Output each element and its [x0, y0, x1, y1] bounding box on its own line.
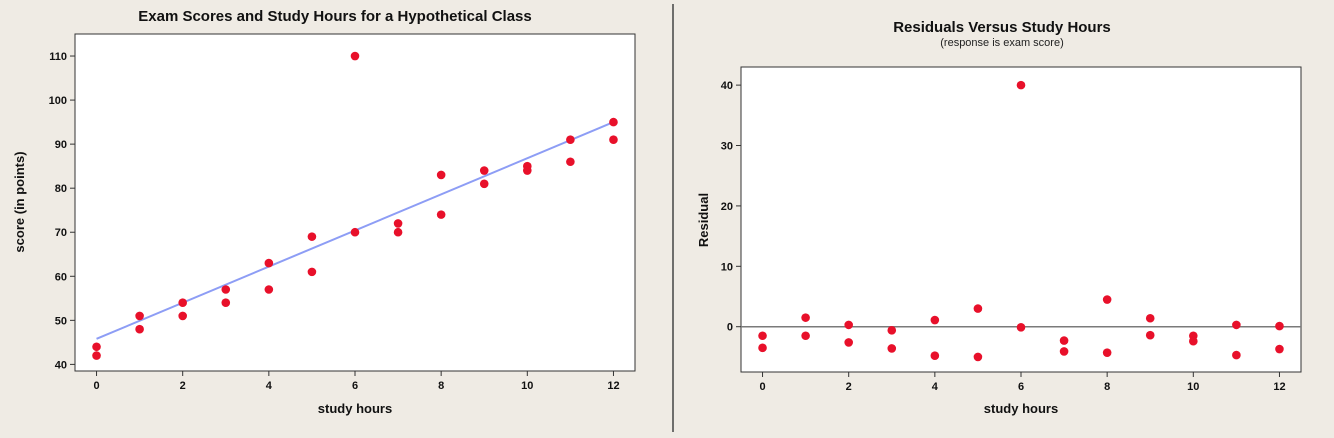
- data-point: [1016, 80, 1026, 90]
- y-tick-label: 0: [727, 322, 733, 334]
- x-axis: 0 2 4 6 8 10 12: [93, 371, 620, 392]
- plot-area: [740, 66, 1302, 373]
- x-tick-label: 0: [759, 381, 765, 393]
- data-points: [758, 80, 1284, 362]
- x-tick-label: 6: [352, 380, 358, 392]
- data-point: [436, 170, 446, 180]
- data-point: [350, 51, 360, 61]
- x-tick-label: 6: [1018, 381, 1024, 393]
- data-points: [92, 51, 618, 360]
- x-tick-label: 10: [521, 380, 533, 392]
- chart-title: Residuals Versus Study Hours: [893, 19, 1111, 36]
- chart-title: Exam Scores and Study Hours for a Hypoth…: [138, 8, 531, 25]
- y-tick-label: 90: [55, 139, 67, 151]
- data-point: [1275, 321, 1284, 331]
- data-point: [178, 298, 187, 308]
- data-point: [844, 338, 853, 347]
- data-point: [930, 351, 940, 360]
- y-tick-label: 80: [55, 183, 67, 195]
- data-point: [135, 324, 144, 334]
- x-tick-label: 8: [1104, 381, 1110, 393]
- y-tick-label: 50: [55, 315, 67, 327]
- x-tick-label: 2: [180, 380, 186, 392]
- y-tick-label: 30: [721, 141, 733, 153]
- data-point: [221, 285, 231, 294]
- data-point: [307, 232, 317, 241]
- data-point: [92, 351, 101, 360]
- y-tick-label: 110: [49, 51, 67, 63]
- data-point: [930, 315, 940, 325]
- data-point: [566, 157, 575, 167]
- data-point: [1102, 295, 1112, 304]
- data-point: [609, 135, 618, 145]
- data-point: [973, 352, 983, 362]
- x-tick-label: 0: [93, 380, 99, 392]
- x-axis-label: study hours: [984, 401, 1058, 416]
- y-tick-label: 20: [721, 201, 733, 213]
- x-axis: 0 2 4 6 8 10 12: [759, 372, 1286, 393]
- y-tick-label: 40: [721, 80, 733, 92]
- residuals-chart: Residuals Versus Study Hours (response i…: [696, 19, 1302, 416]
- x-tick-label: 4: [932, 381, 939, 393]
- data-point: [393, 219, 403, 228]
- data-point: [479, 179, 489, 189]
- data-point: [566, 135, 575, 145]
- data-point: [221, 298, 231, 308]
- data-point: [887, 326, 897, 335]
- data-point: [135, 311, 144, 321]
- data-point: [973, 304, 983, 313]
- data-point: [758, 331, 767, 341]
- data-point: [1232, 350, 1241, 360]
- x-tick-label: 12: [607, 380, 619, 392]
- y-tick-label: 70: [55, 227, 67, 239]
- data-point: [1189, 336, 1198, 346]
- exam-scores-chart: Exam Scores and Study Hours for a Hypoth…: [12, 8, 636, 416]
- data-point: [436, 210, 446, 219]
- data-point: [758, 343, 767, 353]
- data-point: [609, 117, 618, 127]
- data-point: [350, 227, 360, 237]
- data-point: [92, 342, 101, 352]
- data-point: [1275, 344, 1284, 354]
- data-point: [801, 331, 810, 341]
- data-point: [1016, 323, 1026, 332]
- plot-area: [74, 33, 636, 372]
- y-axis-label: Residual: [696, 193, 711, 247]
- x-tick-label: 2: [846, 381, 852, 393]
- x-tick-label: 4: [266, 380, 273, 392]
- y-axis: 40 50 60 70 80 90 100 110: [49, 51, 75, 371]
- chart-subtitle: (response is exam score): [940, 37, 1064, 49]
- data-point: [178, 311, 187, 321]
- y-tick-label: 60: [55, 271, 67, 283]
- data-point: [887, 344, 897, 353]
- data-point: [264, 258, 274, 268]
- x-axis-label: study hours: [318, 401, 392, 416]
- data-point: [479, 166, 489, 175]
- data-point: [523, 161, 532, 171]
- data-point: [801, 313, 810, 322]
- y-tick-label: 40: [55, 359, 67, 371]
- y-axis-label: score (in points): [12, 151, 27, 252]
- data-point: [844, 320, 853, 330]
- y-tick-label: 10: [721, 261, 733, 273]
- y-axis: 0 10 20 30 40: [721, 80, 741, 334]
- data-point: [1102, 348, 1112, 357]
- data-point: [1145, 313, 1155, 323]
- data-point: [1232, 320, 1241, 330]
- data-point: [1059, 347, 1069, 356]
- x-tick-label: 12: [1273, 381, 1285, 393]
- data-point: [264, 285, 274, 294]
- data-point: [1059, 336, 1069, 345]
- x-tick-label: 8: [438, 380, 444, 392]
- data-point: [393, 227, 403, 237]
- data-point: [1145, 330, 1155, 340]
- data-point: [307, 267, 317, 277]
- x-tick-label: 10: [1187, 381, 1199, 393]
- y-tick-label: 100: [49, 95, 67, 107]
